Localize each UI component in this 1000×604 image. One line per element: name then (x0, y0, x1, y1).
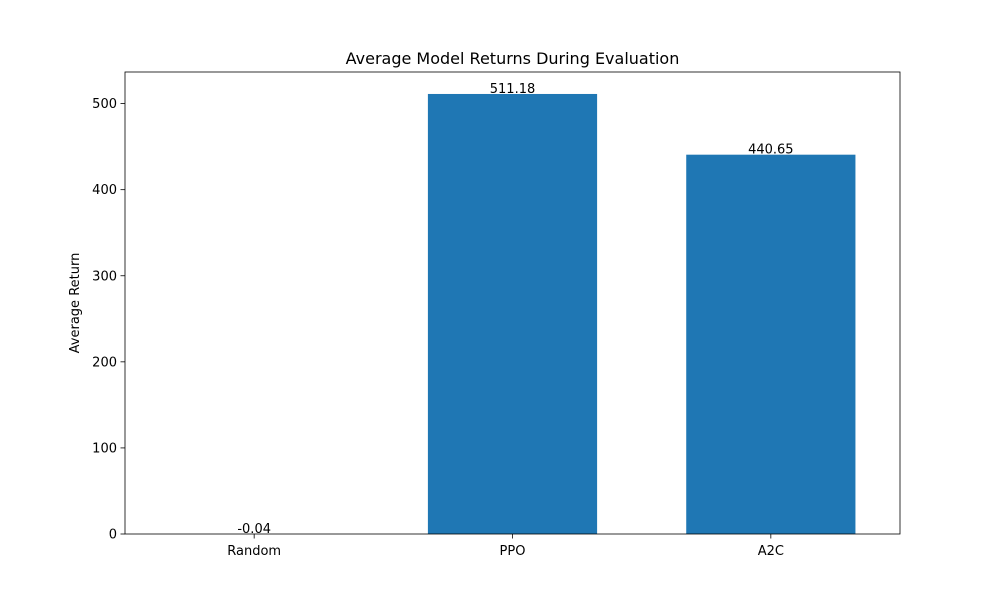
y-tick-label: 100 (92, 441, 117, 456)
x-tick-label-a2c: A2C (758, 544, 784, 559)
data-label-a2c: 440.65 (748, 143, 794, 158)
y-tick-label: 400 (92, 183, 117, 198)
y-tick-label: 300 (92, 269, 117, 284)
y-tick-label: 500 (92, 97, 117, 112)
x-tick-label-random: Random (227, 544, 281, 559)
x-tick-label-ppo: PPO (500, 544, 526, 559)
bar-ppo (428, 94, 597, 534)
y-tick-label: 0 (109, 528, 117, 543)
bar-a2c (686, 155, 855, 534)
y-axis-label: Average Return (68, 253, 83, 354)
chart-title: Average Model Returns During Evaluation (346, 49, 680, 68)
bars-layer (170, 94, 856, 534)
y-tick-label: 200 (92, 355, 117, 370)
data-label-ppo: 511.18 (490, 82, 536, 97)
